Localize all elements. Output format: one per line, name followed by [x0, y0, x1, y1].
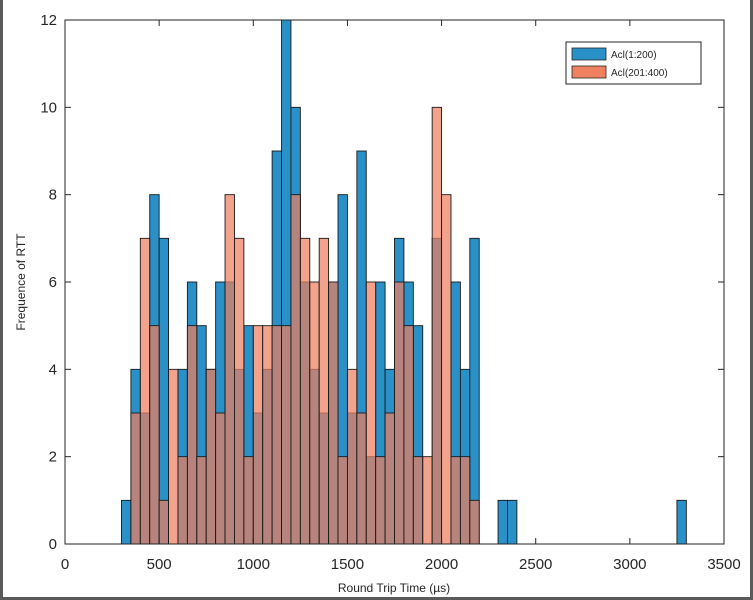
legend-swatch-acl-201-400 [571, 65, 607, 79]
bar-s1-1700 [384, 412, 395, 545]
bar-s1-350 [130, 412, 141, 545]
y-tick-label: 2 [49, 449, 57, 466]
bar-s1-850 [224, 194, 235, 545]
bar-s1-500 [158, 499, 170, 545]
bar-s1-600 [177, 456, 188, 545]
bar-s1-900 [234, 237, 245, 545]
bar-s1-1100 [271, 325, 282, 545]
x-axis-label: Round Trip Time (µs) [338, 581, 450, 595]
x-tick-label: 2500 [519, 556, 552, 573]
legend-swatch-acl-1-200 [571, 47, 607, 61]
x-axis-ticks: 0 500 1000 1500 2000 2500 3000 3500 [61, 20, 741, 573]
bar-s0-2150 [469, 237, 480, 545]
bar-s1-2050 [450, 456, 461, 545]
bar-s1-1550 [356, 412, 367, 545]
bar-s1-1800 [403, 325, 414, 545]
bar-s1-1300 [309, 281, 320, 545]
bar-s0-2300 [497, 499, 508, 545]
bar-s1-1850 [412, 456, 424, 545]
y-axis-ticks: 0 2 4 6 8 10 12 [40, 12, 724, 553]
x-tick-label: 3500 [707, 556, 740, 573]
series-acl-201-400-bars [130, 106, 480, 545]
x-tick-label: 1000 [237, 556, 270, 573]
bar-s1-650 [186, 325, 198, 545]
bar-s0-2350 [507, 499, 518, 545]
bar-s1-550 [168, 368, 179, 545]
x-tick-label: 2000 [425, 556, 458, 573]
x-tick-label: 500 [147, 556, 172, 573]
bar-s1-1450 [337, 456, 348, 545]
bar-s1-1900 [422, 456, 433, 545]
legend-label-acl-201-400: Acl(201:400) [611, 68, 668, 79]
bar-s1-1150 [281, 325, 292, 545]
bar-s1-1400 [328, 281, 339, 545]
bar-s1-2100 [459, 456, 471, 545]
bar-s1-1650 [375, 456, 386, 545]
y-tick-label: 10 [40, 99, 57, 116]
y-tick-label: 0 [49, 536, 57, 553]
bar-s1-1350 [318, 237, 330, 545]
bar-s1-1950 [431, 106, 443, 545]
bar-s1-1500 [346, 368, 358, 545]
bar-s1-1250 [299, 237, 311, 545]
y-tick-label: 12 [40, 12, 57, 29]
x-tick-label: 0 [61, 556, 69, 573]
bar-s0-300 [121, 499, 132, 545]
bar-s1-2150 [469, 499, 480, 545]
bar-s1-2000 [441, 194, 452, 545]
bar-s1-750 [205, 368, 217, 545]
bar-s1-800 [215, 412, 226, 545]
bar-s1-700 [196, 456, 207, 545]
legend: Acl(1:200) Acl(201:400) [565, 41, 702, 85]
x-tick-label: 3000 [613, 556, 646, 573]
bar-s1-950 [243, 456, 254, 545]
y-tick-label: 8 [49, 187, 57, 204]
y-axis-label: Frequence of RTT [14, 233, 28, 331]
figure-frame: 0 500 1000 1500 2000 2500 3000 3500 0 2 4 6 8 10 12 R… [3, 0, 750, 597]
y-tick-label: 4 [49, 361, 57, 378]
y-tick-label: 6 [49, 274, 57, 291]
bar-s1-1050 [262, 325, 273, 545]
bar-s1-1000 [252, 325, 264, 545]
x-tick-label: 1500 [331, 556, 364, 573]
histogram-chart: 0 500 1000 1500 2000 2500 3000 3500 0 2 4 6 8 10 12 R… [14, 12, 741, 595]
bar-s1-1200 [290, 194, 301, 545]
legend-label-acl-1-200: Acl(1:200) [611, 50, 657, 61]
bar-s0-500 [158, 237, 170, 545]
bar-s1-1600 [365, 281, 377, 545]
bar-s0-3250 [676, 499, 687, 545]
bar-s1-450 [149, 325, 160, 545]
bar-s1-1750 [394, 281, 405, 545]
bar-s1-400 [139, 237, 151, 545]
